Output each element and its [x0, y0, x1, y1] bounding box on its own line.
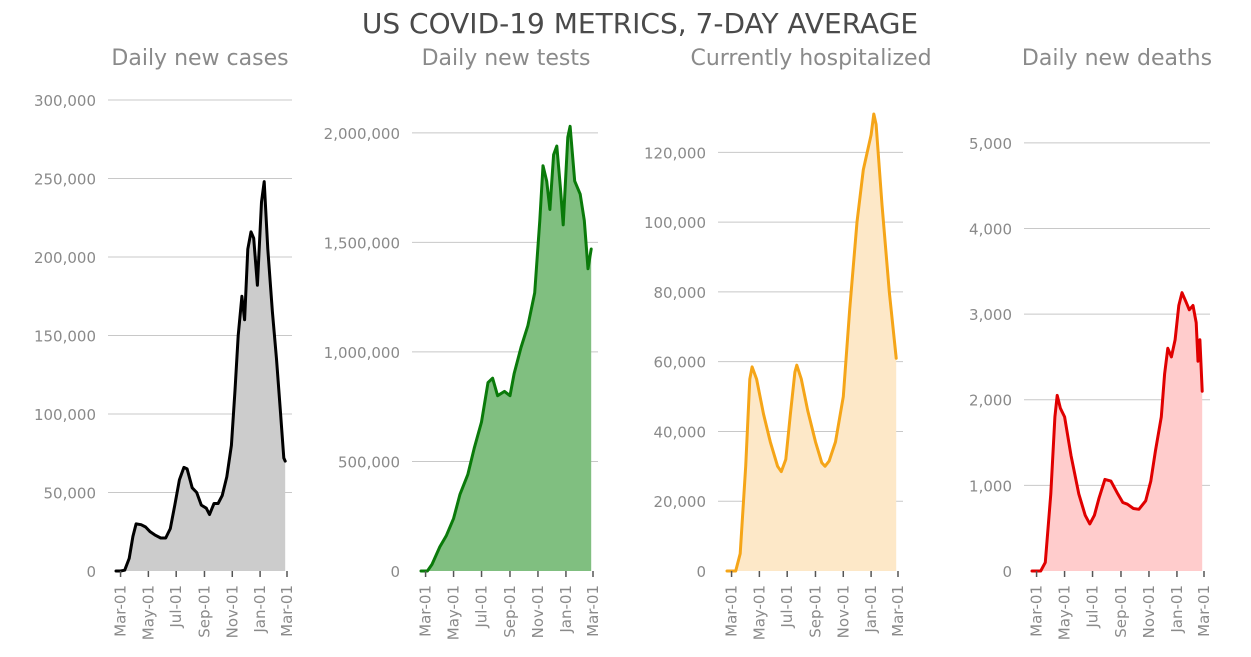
- y-tick-label-deaths: 0: [1002, 563, 1012, 581]
- x-tick-label-hospitalized: Nov-01: [834, 585, 852, 638]
- area-fill-tests: [421, 126, 592, 572]
- x-tick-label-deaths: Mar-01: [1195, 585, 1213, 637]
- x-tick-label-deaths: Sep-01: [1112, 585, 1130, 638]
- x-tick-label-deaths: Jul-01: [1084, 585, 1102, 629]
- y-tick-label-deaths: 2,000: [969, 392, 1012, 410]
- y-tick-label-hospitalized: 40,000: [654, 423, 707, 441]
- x-tick-label-tests: Jul-01: [473, 585, 491, 629]
- x-tick-label-cases: Mar-01: [112, 585, 130, 637]
- y-tick-label-tests: 0: [390, 563, 400, 581]
- panel-currently-hospitalized: Currently hospitalized 0 20,000 40,000 60,0…: [644, 46, 932, 640]
- x-tick-label-cases: Mar-01: [278, 585, 296, 637]
- x-tick-label-tests: May-01: [445, 585, 463, 640]
- x-tick-label-tests: Sep-01: [501, 585, 519, 638]
- y-tick-label-cases: 300,000: [34, 92, 96, 110]
- y-tick-label-deaths: 5,000: [969, 135, 1012, 153]
- panel-title-cases: Daily new cases: [111, 46, 288, 71]
- y-tick-label-hospitalized: 120,000: [644, 144, 706, 162]
- y-tick-label-hospitalized: 20,000: [654, 493, 707, 511]
- panel-title-deaths: Daily new deaths: [1022, 46, 1212, 71]
- x-tick-label-tests: Nov-01: [529, 585, 547, 638]
- y-tick-label-hospitalized: 60,000: [654, 354, 707, 372]
- x-tick-label-deaths: Nov-01: [1140, 585, 1158, 638]
- x-tick-label-cases: Jul-01: [167, 585, 185, 629]
- y-tick-label-tests: 2,000,000: [324, 125, 400, 143]
- series-line-cases: [114, 180, 287, 573]
- y-tick-label-cases: 50,000: [44, 485, 97, 503]
- x-tick-label-deaths: May-01: [1056, 585, 1074, 640]
- y-tick-label-deaths: 1,000: [969, 477, 1012, 495]
- x-tick-label-deaths: Mar-01: [1028, 585, 1046, 637]
- x-tick-label-hospitalized: Jan-01: [862, 585, 880, 634]
- x-tick-label-hospitalized: May-01: [750, 585, 768, 640]
- y-tick-label-cases: 150,000: [34, 328, 96, 346]
- panel-daily-new-deaths: Daily new deaths 0 1,000 2,000 3,000 4,000 5,…: [969, 46, 1213, 640]
- figure-title: US COVID-19 METRICS, 7-DAY AVERAGE: [362, 7, 918, 40]
- y-tick-label-deaths: 4,000: [969, 220, 1012, 238]
- y-tick-label-tests: 1,500,000: [324, 234, 400, 252]
- y-tick-label-hospitalized: 0: [696, 563, 706, 581]
- panel-title-hospitalized: Currently hospitalized: [690, 46, 931, 71]
- series-line-tests: [419, 124, 593, 573]
- y-tick-label-cases: 200,000: [34, 249, 96, 267]
- series-line-deaths: [1030, 291, 1204, 573]
- y-tick-label-cases: 0: [86, 563, 96, 581]
- x-tick-label-cases: Sep-01: [195, 585, 213, 638]
- y-tick-label-tests: 1,000,000: [324, 344, 400, 362]
- x-tick-label-cases: Nov-01: [223, 585, 241, 638]
- series-line-hospitalized: [725, 112, 898, 573]
- panel-daily-new-tests: Daily new tests 0 500,000 1,000,000 1,500,0…: [324, 46, 602, 640]
- y-tick-label-cases: 100,000: [34, 406, 96, 424]
- y-tick-label-hospitalized: 80,000: [654, 284, 707, 302]
- x-tick-label-tests: Mar-01: [584, 585, 602, 637]
- x-tick-label-hospitalized: Sep-01: [806, 585, 824, 638]
- y-tick-label-tests: 500,000: [338, 453, 400, 471]
- y-tick-label-hospitalized: 100,000: [644, 214, 706, 232]
- y-tick-label-cases: 250,000: [34, 171, 96, 189]
- area-fill-cases: [116, 181, 286, 571]
- x-tick-label-hospitalized: Mar-01: [723, 585, 741, 637]
- x-tick-label-hospitalized: Mar-01: [889, 585, 907, 637]
- x-tick-label-tests: Mar-01: [417, 585, 435, 637]
- x-tick-label-cases: Jan-01: [251, 585, 269, 634]
- area-fill-hospitalized: [727, 114, 897, 571]
- x-tick-label-cases: May-01: [139, 585, 157, 640]
- panel-daily-new-cases: Daily new cases 0 50,000 100,000 150,000 200…: [34, 46, 296, 640]
- y-tick-label-deaths: 3,000: [969, 306, 1012, 324]
- x-tick-label-hospitalized: Jul-01: [778, 585, 796, 629]
- area-fill-deaths: [1032, 292, 1203, 571]
- x-tick-label-deaths: Jan-01: [1168, 585, 1186, 634]
- x-tick-label-tests: Jan-01: [557, 585, 575, 634]
- panel-title-tests: Daily new tests: [422, 46, 591, 71]
